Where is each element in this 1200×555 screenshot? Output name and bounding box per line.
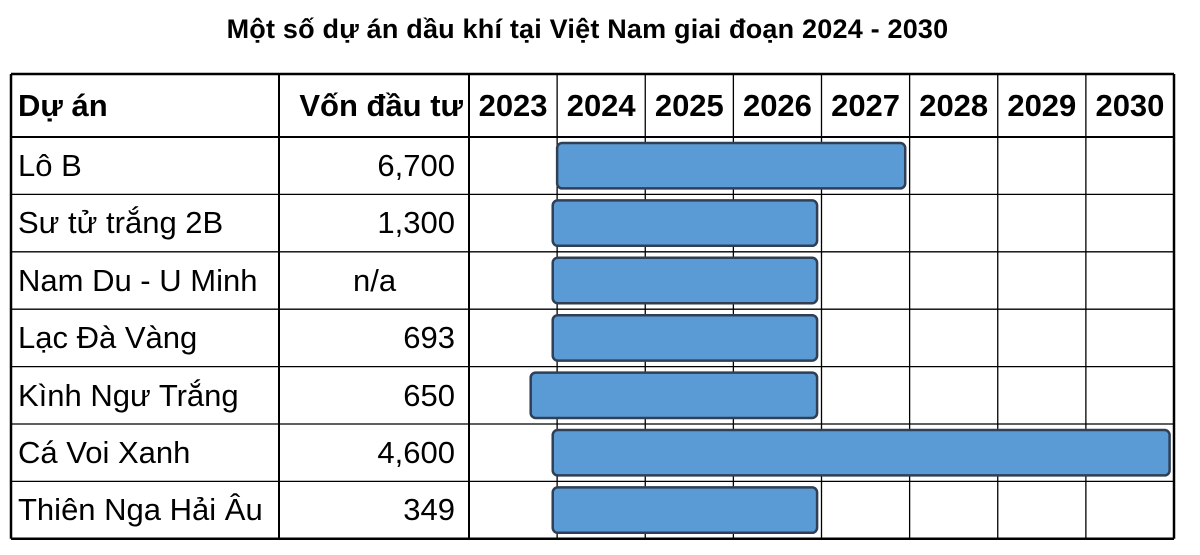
row-capital: 6,700 <box>377 148 455 183</box>
row-capital: 349 <box>403 492 455 528</box>
header-year: 2027 <box>831 88 901 123</box>
gantt-grid <box>9 72 1176 541</box>
row-capital: 1,300 <box>377 205 455 241</box>
header-year: 2023 <box>478 88 548 123</box>
gantt-bar <box>551 486 819 535</box>
row-capital: 4,600 <box>377 435 455 470</box>
row-project-name: Lô B <box>18 148 82 183</box>
header-year: 2024 <box>566 88 636 123</box>
header-year: 2028 <box>919 88 989 123</box>
header-capital: Vốn đầu tư <box>299 88 463 123</box>
chart-title: Một số dự án dầu khí tại Việt Nam giai đ… <box>226 14 949 44</box>
row-capital: 650 <box>403 377 455 413</box>
row-capital: 693 <box>403 320 455 356</box>
header-year: 2030 <box>1095 88 1165 123</box>
header-year: 2025 <box>654 88 724 123</box>
row-capital: n/a <box>353 262 397 298</box>
row-project-name: Kình Ngư Trắng <box>18 377 239 413</box>
gantt-bar <box>551 256 819 305</box>
row-project-name: Sư tử trắng 2B <box>18 205 224 241</box>
header-project: Dự án <box>18 88 108 123</box>
gantt-bar <box>551 428 1171 477</box>
row-project-name: Lạc Đà Vàng <box>18 320 198 356</box>
gantt-bar <box>529 371 819 420</box>
gantt-bar <box>551 313 819 362</box>
gantt-bar <box>551 199 819 248</box>
row-project-name: Nam Du - U Minh <box>18 262 258 298</box>
gantt-bar <box>555 141 907 190</box>
gantt-table: Dự án Vốn đầu tư 2023 2024 2025 2026 2027 202… <box>9 72 1176 541</box>
row-project-name: Cá Voi Xanh <box>18 435 191 470</box>
header-year: 2026 <box>742 88 812 123</box>
row-project-name: Thiên Nga Hải Âu <box>18 492 263 528</box>
header-year: 2029 <box>1007 88 1077 123</box>
